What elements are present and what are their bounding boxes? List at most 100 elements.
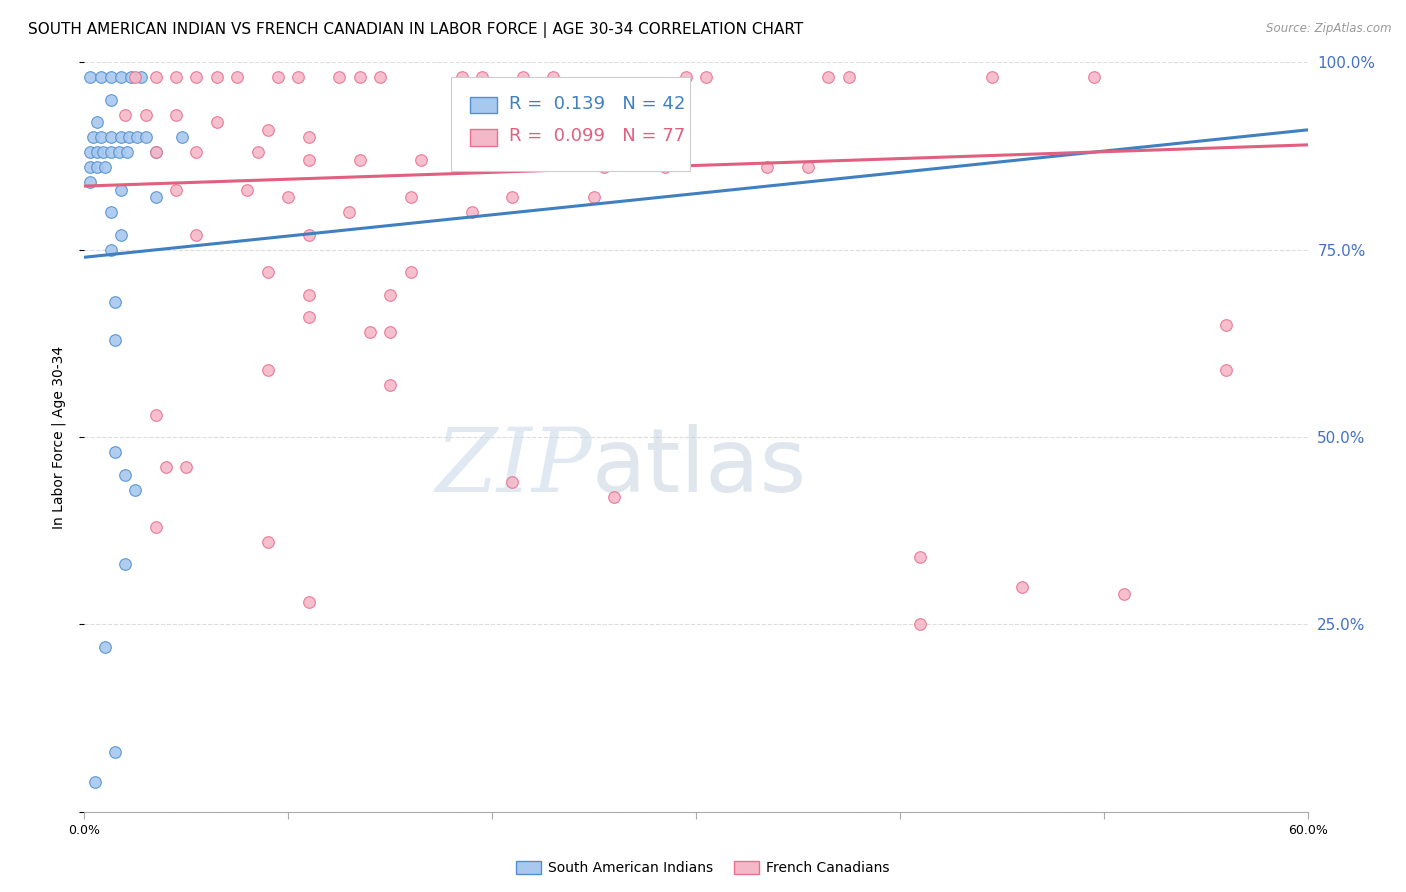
Point: [298, 595, 321, 609]
Point: [165, 70, 187, 85]
Point: [79, 161, 101, 175]
Point: [450, 70, 472, 85]
Point: [797, 161, 820, 175]
Point: [82, 130, 104, 145]
Point: [93, 161, 115, 175]
Point: [100, 243, 122, 257]
Point: [100, 130, 122, 145]
Point: [257, 535, 280, 549]
Point: [817, 70, 839, 85]
Text: atlas: atlas: [592, 424, 807, 510]
Point: [1083, 70, 1105, 85]
Point: [104, 445, 127, 459]
Point: [399, 265, 422, 279]
Point: [145, 190, 167, 204]
Point: [165, 108, 187, 122]
Point: [359, 325, 381, 339]
Point: [756, 161, 779, 175]
Point: [108, 145, 131, 160]
Legend: South American Indians, French Canadians: South American Indians, French Canadians: [510, 855, 896, 880]
Point: [155, 460, 177, 475]
Point: [124, 483, 146, 497]
Point: [257, 123, 280, 137]
Point: [287, 70, 309, 85]
Point: [380, 287, 402, 301]
Point: [100, 70, 122, 85]
Point: [79, 145, 101, 160]
Point: [380, 325, 402, 339]
Point: [226, 70, 249, 85]
Point: [110, 227, 132, 242]
FancyBboxPatch shape: [451, 78, 690, 171]
Point: [145, 520, 167, 534]
Point: [512, 70, 534, 85]
Point: [79, 175, 101, 189]
Point: [90, 130, 112, 145]
Point: [165, 183, 187, 197]
Point: [471, 70, 494, 85]
Point: [110, 130, 132, 145]
Point: [114, 467, 136, 482]
Point: [86, 161, 108, 175]
Point: [399, 190, 422, 204]
Point: [1215, 362, 1237, 376]
Text: R =  0.099   N = 77: R = 0.099 N = 77: [509, 127, 685, 145]
Point: [298, 227, 321, 242]
Point: [100, 205, 122, 219]
Point: [172, 130, 194, 145]
Point: [135, 108, 157, 122]
Point: [298, 287, 321, 301]
Point: [298, 310, 321, 325]
Point: [186, 227, 208, 242]
Point: [502, 190, 524, 204]
Point: [120, 70, 142, 85]
Point: [186, 70, 208, 85]
Point: [246, 145, 269, 160]
Point: [298, 130, 321, 145]
Point: [145, 70, 167, 85]
Point: [114, 108, 136, 122]
Point: [90, 70, 112, 85]
Point: [675, 70, 697, 85]
Point: [910, 549, 932, 564]
Point: [124, 70, 146, 85]
Point: [100, 145, 122, 160]
Point: [654, 161, 676, 175]
Point: [131, 70, 153, 85]
Point: [186, 145, 208, 160]
Point: [145, 408, 167, 422]
FancyBboxPatch shape: [470, 97, 496, 113]
Point: [174, 460, 197, 475]
Point: [543, 70, 565, 85]
Point: [980, 70, 1002, 85]
Text: SOUTH AMERICAN INDIAN VS FRENCH CANADIAN IN LABOR FORCE | AGE 30-34 CORRELATION : SOUTH AMERICAN INDIAN VS FRENCH CANADIAN…: [28, 22, 803, 38]
Text: ZIP: ZIP: [436, 424, 592, 510]
Point: [135, 130, 157, 145]
Point: [104, 295, 127, 310]
Point: [380, 377, 402, 392]
Point: [104, 745, 127, 759]
Point: [205, 70, 228, 85]
Point: [603, 490, 626, 504]
Point: [205, 115, 228, 129]
Point: [695, 70, 717, 85]
Point: [257, 362, 280, 376]
Point: [110, 183, 132, 197]
Point: [491, 153, 513, 167]
Point: [838, 70, 860, 85]
Point: [110, 70, 132, 85]
Point: [83, 774, 105, 789]
Point: [115, 145, 138, 160]
Text: Source: ZipAtlas.com: Source: ZipAtlas.com: [1267, 22, 1392, 36]
Point: [86, 115, 108, 129]
Point: [349, 70, 371, 85]
Point: [104, 333, 127, 347]
Point: [100, 93, 122, 107]
Point: [127, 130, 149, 145]
Point: [349, 153, 371, 167]
Point: [79, 70, 101, 85]
Point: [298, 153, 321, 167]
Point: [145, 145, 167, 160]
Y-axis label: In Labor Force | Age 30-34: In Labor Force | Age 30-34: [52, 345, 66, 529]
Point: [593, 161, 616, 175]
